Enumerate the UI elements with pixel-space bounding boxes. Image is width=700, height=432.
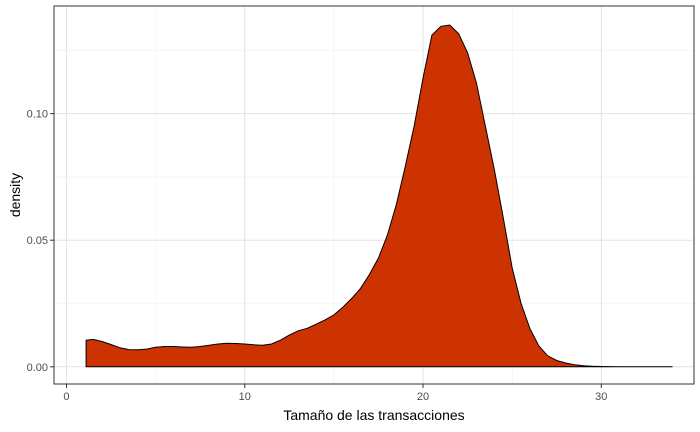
x-tick-label: 30 — [595, 391, 607, 403]
y-axis-ticks: 0.00 0.05 0.10 — [27, 109, 54, 374]
x-tick-label: 20 — [417, 391, 429, 403]
panel-border — [53, 5, 695, 385]
x-tick-label: 0 — [63, 391, 69, 403]
y-tick-label: 0.00 — [27, 362, 48, 374]
x-axis-ticks: 0 10 20 30 — [63, 384, 607, 403]
y-axis-title: density — [7, 173, 23, 217]
y-tick-label: 0.10 — [27, 109, 48, 121]
x-tick-label: 10 — [239, 391, 251, 403]
density-area — [85, 24, 673, 368]
y-tick-label: 0.05 — [27, 235, 48, 247]
x-axis-title: Tamaño de las transacciones — [283, 407, 464, 423]
